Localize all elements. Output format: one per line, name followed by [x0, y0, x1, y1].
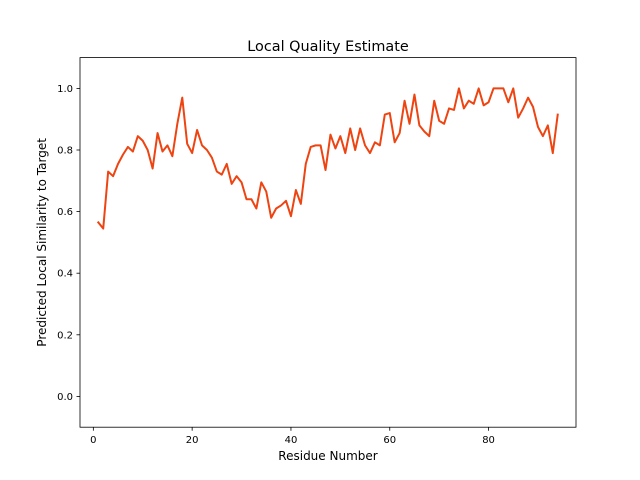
chart-title: Local Quality Estimate: [247, 39, 409, 55]
y-tick-label: 0.8: [57, 146, 73, 157]
y-tick-label: 1.0: [57, 84, 73, 95]
x-tick-label: 40: [285, 435, 298, 446]
x-tick-label: 60: [383, 435, 396, 446]
y-tick-label: 0.2: [57, 330, 73, 341]
x-tick-label: 20: [186, 435, 199, 446]
y-axis-label: Predicted Local Similarity to Target: [35, 138, 49, 347]
x-tick-label: 0: [90, 435, 96, 446]
y-tick-label: 0.4: [57, 269, 73, 280]
x-axis: 0 20 40 60 80: [90, 427, 495, 446]
y-tick-label: 0.6: [57, 207, 73, 218]
y-axis: 0.0 0.2 0.4 0.6 0.8 1.0: [57, 84, 80, 403]
plot-area: [96, 87, 559, 230]
x-tick-label: 80: [482, 435, 495, 446]
y-tick-label: 0.0: [57, 392, 73, 403]
series-line: [96, 87, 559, 230]
x-axis-label: Residue Number: [278, 449, 377, 463]
plot-frame: [79, 57, 577, 428]
